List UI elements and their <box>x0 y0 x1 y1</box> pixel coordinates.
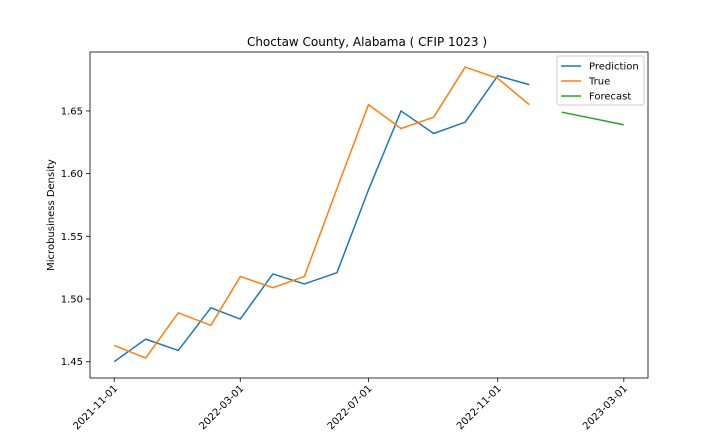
series-line-forecast <box>561 111 624 126</box>
x-tick-label-1: 2022-03-01 <box>198 383 247 432</box>
legend-label-prediction: Prediction <box>589 62 639 73</box>
y-tick-label-1: 1.50 <box>61 295 83 306</box>
x-tick-label-2: 2022-07-01 <box>326 383 375 432</box>
series-line-prediction <box>113 75 530 363</box>
chart-title: Choctaw County, Alabama ( CFIP 1023 ) <box>247 35 487 49</box>
legend-label-true: True <box>588 77 610 88</box>
y-axis-label: Microbusiness Density <box>46 159 57 271</box>
legend-box <box>556 55 645 106</box>
plot-frame <box>89 51 649 379</box>
x-tick-label-4: 2023-03-01 <box>581 383 630 432</box>
y-tick-label-2: 1.55 <box>61 232 83 243</box>
legend-label-forecast: Forecast <box>589 92 631 103</box>
x-tick-label-3: 2022-11-01 <box>455 383 504 432</box>
x-tick-label-0: 2021-11-01 <box>71 383 120 432</box>
y-tick-label-0: 1.45 <box>61 357 83 368</box>
series-line-true <box>113 66 530 359</box>
plot-area <box>113 66 624 363</box>
y-tick-label-3: 1.60 <box>61 169 83 180</box>
y-tick-label-4: 1.65 <box>61 106 83 117</box>
legend: Prediction True Forecast <box>556 55 645 106</box>
